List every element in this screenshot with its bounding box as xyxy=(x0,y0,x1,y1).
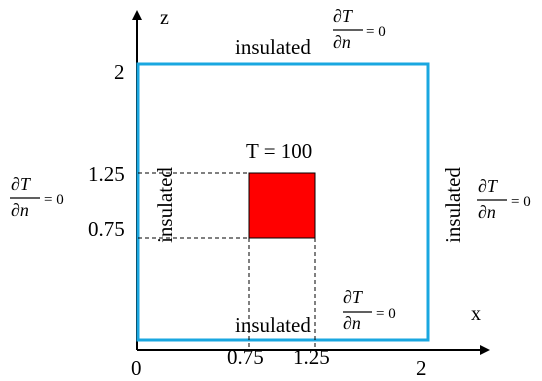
domain-boundary xyxy=(136,62,430,342)
boundary-bottom: insulated ∂T ∂n = 0 xyxy=(235,287,396,337)
boundary-right: insulated ∂T ∂n = 0 xyxy=(441,167,531,243)
source-label: T = 100 xyxy=(246,139,312,163)
boundary-left-flux-num: ∂T xyxy=(11,174,32,194)
boundary-top-label: insulated xyxy=(235,35,311,59)
tick-z-hi: 1.25 xyxy=(88,162,125,186)
tick-x-lo: 0.75 xyxy=(227,345,264,369)
boundary-bottom-flux-eq: = 0 xyxy=(376,306,396,322)
boundary-right-flux-den: ∂n xyxy=(478,202,496,222)
boundary-left-flux-eq: = 0 xyxy=(44,192,64,208)
tick-x-hi: 1.25 xyxy=(293,345,330,369)
boundary-left-flux-den: ∂n xyxy=(11,200,29,220)
boundary-top-flux-den: ∂n xyxy=(333,32,351,52)
boundary-right-flux-eq: = 0 xyxy=(511,194,531,210)
tick-x-max: 2 xyxy=(416,356,427,380)
boundary-right-flux-num: ∂T xyxy=(478,176,499,196)
tick-z-max: 2 xyxy=(114,60,125,84)
boundary-right-label: insulated xyxy=(441,167,465,243)
boundary-bottom-flux-num: ∂T xyxy=(343,287,364,307)
boundary-top: insulated ∂T ∂n = 0 xyxy=(235,6,386,59)
boundary-left: insulated ∂T ∂n = 0 xyxy=(10,167,177,243)
boundary-top-flux-num: ∂T xyxy=(333,6,354,26)
tick-origin: 0 xyxy=(131,356,142,380)
boundary-bottom-flux-den: ∂n xyxy=(343,313,361,333)
tick-z-lo: 0.75 xyxy=(88,217,125,241)
x-axis-label: x xyxy=(471,303,481,325)
boundary-top-flux-eq: = 0 xyxy=(366,24,386,40)
z-axis-label: z xyxy=(160,7,169,29)
boundary-left-label: insulated xyxy=(153,167,177,243)
heat-source xyxy=(248,172,316,239)
boundary-bottom-label: insulated xyxy=(235,313,311,337)
